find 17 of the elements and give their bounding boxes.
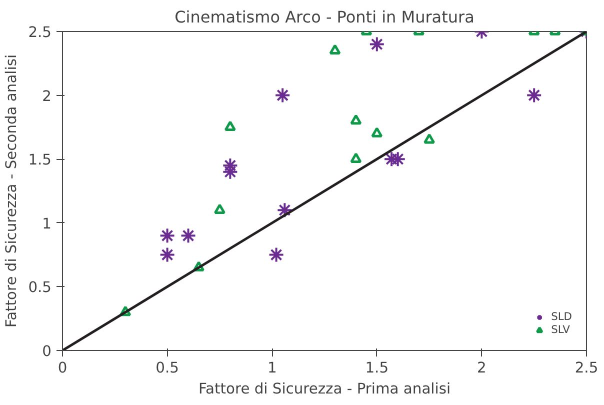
x-tick-label: 0 (58, 360, 68, 376)
x-tick-label: 2.5 (574, 360, 598, 376)
x-tick-label: 2 (477, 360, 486, 376)
y-tick-label: 2 (42, 88, 52, 105)
x-tick-label: 1 (267, 360, 277, 376)
x-tick-label: 1.5 (365, 360, 389, 376)
y-tick-label: 1.5 (28, 152, 52, 169)
x-axis-title: Fattore di Sicurezza - Prima analisi (198, 380, 451, 398)
y-tick-label: 1 (42, 215, 52, 232)
y-tick-label: 0.5 (28, 279, 52, 296)
y-tick-label: 2.5 (28, 24, 52, 41)
x-tick-label: 0.5 (156, 360, 179, 376)
legend-label: SLV (551, 323, 571, 336)
y-axis-title: Fattore di Sicurezza - Seconda analisi (3, 54, 20, 328)
chart-title: Cinematismo Arco - Ponti in Muratura (174, 8, 474, 26)
legend-label: SLD (551, 310, 572, 323)
y-tick-label: 0 (42, 343, 52, 360)
